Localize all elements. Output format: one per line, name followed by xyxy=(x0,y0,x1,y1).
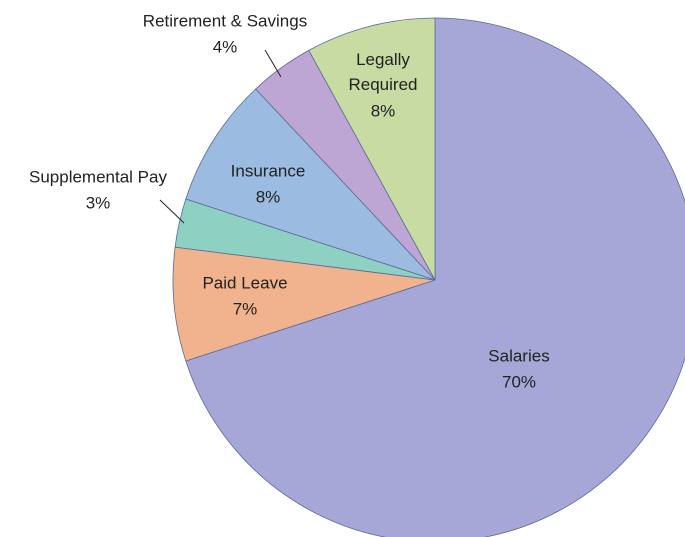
slice-value-label: 4% xyxy=(213,37,238,56)
pie-slice xyxy=(185,88,436,281)
slice-label: Legally Required xyxy=(349,50,418,94)
slice-label: Paid Leave xyxy=(202,273,287,292)
pie-slice xyxy=(172,246,436,362)
pie-slice xyxy=(185,17,685,537)
slice-label: Salaries xyxy=(488,346,549,365)
slice-value-label: 7% xyxy=(233,299,258,318)
slice-label: Supplemental Pay xyxy=(29,167,167,186)
leader-line xyxy=(159,199,185,224)
slice-value-label: 70% xyxy=(502,372,536,391)
slice-label: Retirement & Savings xyxy=(143,11,307,30)
slice-value-label: 8% xyxy=(371,101,396,120)
slice-label: Insurance xyxy=(231,161,306,180)
leader-line xyxy=(264,49,282,78)
slice-value-label: 8% xyxy=(256,187,281,206)
slice-value-label: 3% xyxy=(86,193,111,212)
pie-slice xyxy=(308,17,436,281)
